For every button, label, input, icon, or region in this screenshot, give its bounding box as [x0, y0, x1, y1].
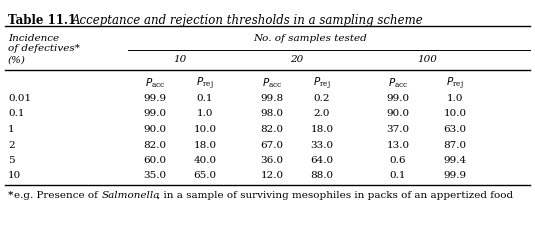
Text: 82.0: 82.0 [143, 141, 166, 150]
Text: 2.0: 2.0 [314, 110, 330, 119]
Text: 0.6: 0.6 [390, 156, 406, 165]
Text: 10.0: 10.0 [194, 125, 217, 134]
Text: 35.0: 35.0 [143, 172, 166, 181]
Text: 0.1: 0.1 [197, 94, 213, 103]
Text: Table 11.1: Table 11.1 [8, 14, 76, 27]
Text: 100: 100 [417, 55, 437, 64]
Text: 36.0: 36.0 [261, 156, 284, 165]
Text: 0.1: 0.1 [8, 110, 25, 119]
Text: No. of samples tested: No. of samples tested [253, 34, 367, 43]
Text: 40.0: 40.0 [194, 156, 217, 165]
Text: 13.0: 13.0 [386, 141, 410, 150]
Text: 18.0: 18.0 [310, 125, 333, 134]
Text: $P_{\mathregular{rej}}$: $P_{\mathregular{rej}}$ [313, 76, 331, 92]
Text: 88.0: 88.0 [310, 172, 333, 181]
Text: 20: 20 [291, 55, 304, 64]
Text: $P_{\mathregular{acc}}$: $P_{\mathregular{acc}}$ [145, 76, 165, 90]
Text: 99.0: 99.0 [143, 110, 166, 119]
Text: *: * [8, 191, 13, 200]
Text: 10: 10 [8, 172, 21, 181]
Text: 99.8: 99.8 [261, 94, 284, 103]
Text: 1: 1 [8, 125, 14, 134]
Text: $P_{\mathregular{rej}}$: $P_{\mathregular{rej}}$ [196, 76, 214, 92]
Text: 10.0: 10.0 [444, 110, 467, 119]
Text: 82.0: 82.0 [261, 125, 284, 134]
Text: 64.0: 64.0 [310, 156, 333, 165]
Text: 12.0: 12.0 [261, 172, 284, 181]
Text: 18.0: 18.0 [194, 141, 217, 150]
Text: 90.0: 90.0 [143, 125, 166, 134]
Text: Acceptance and rejection thresholds in a sampling scheme: Acceptance and rejection thresholds in a… [72, 14, 424, 27]
Text: of defectives*: of defectives* [8, 44, 80, 53]
Text: 90.0: 90.0 [386, 110, 410, 119]
Text: 99.4: 99.4 [444, 156, 467, 165]
Text: Incidence: Incidence [8, 34, 59, 43]
Text: 5: 5 [8, 156, 14, 165]
Text: 1.0: 1.0 [447, 94, 463, 103]
Text: 99.0: 99.0 [386, 94, 410, 103]
Text: 0.01: 0.01 [8, 94, 31, 103]
Text: 65.0: 65.0 [194, 172, 217, 181]
Text: , in a sample of surviving mesophiles in packs of an appertized food: , in a sample of surviving mesophiles in… [157, 191, 513, 200]
Text: 60.0: 60.0 [143, 156, 166, 165]
Text: 0.2: 0.2 [314, 94, 330, 103]
Text: 67.0: 67.0 [261, 141, 284, 150]
Text: $P_{\mathregular{acc}}$: $P_{\mathregular{acc}}$ [388, 76, 408, 90]
Text: Salmonella: Salmonella [102, 191, 160, 200]
Text: 33.0: 33.0 [310, 141, 333, 150]
Text: e.g. Presence of: e.g. Presence of [14, 191, 101, 200]
Text: 37.0: 37.0 [386, 125, 410, 134]
Text: 99.9: 99.9 [143, 94, 166, 103]
Text: $P_{\mathregular{acc}}$: $P_{\mathregular{acc}}$ [262, 76, 282, 90]
Text: 99.9: 99.9 [444, 172, 467, 181]
Text: (%): (%) [8, 56, 26, 65]
Text: 63.0: 63.0 [444, 125, 467, 134]
Text: 1.0: 1.0 [197, 110, 213, 119]
Text: 10: 10 [173, 55, 187, 64]
Text: 0.1: 0.1 [390, 172, 406, 181]
Text: 87.0: 87.0 [444, 141, 467, 150]
Text: 2: 2 [8, 141, 14, 150]
Text: 98.0: 98.0 [261, 110, 284, 119]
Text: $P_{\mathregular{rej}}$: $P_{\mathregular{rej}}$ [446, 76, 464, 92]
